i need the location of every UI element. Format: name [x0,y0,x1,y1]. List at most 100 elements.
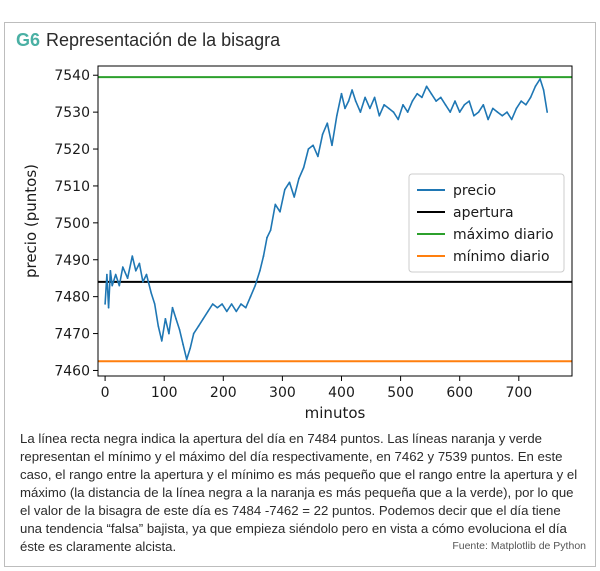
data-point [118,284,121,287]
data-point [444,104,447,106]
data-point [107,306,110,309]
data-point [492,107,494,110]
data-point [266,236,268,239]
data-point [157,325,160,328]
data-point [487,118,489,121]
data-point [150,292,152,294]
figure-tag: G6 [16,30,41,50]
data-point [364,96,366,99]
legend-label: apertura [453,205,514,221]
data-point [307,148,310,150]
data-point [145,273,148,276]
data-point [520,100,522,102]
data-point [131,255,134,257]
data-point [122,266,124,268]
data-point [284,188,286,191]
data-point [421,96,423,99]
data-point [326,122,329,124]
data-point [454,100,456,102]
figure-title: Representación de la bisagra [46,30,281,50]
x-tick-label: 500 [387,385,414,401]
data-point [192,332,195,335]
figure-frame [4,22,596,567]
y-tick-label: 7490 [54,253,90,269]
x-tick-label: 600 [446,385,473,401]
data-point [383,104,385,106]
data-point [430,92,433,95]
data-point [182,343,184,346]
data-point [506,111,508,113]
data-point [235,310,238,313]
figure-caption: La línea recta negra indica la apertura … [20,431,578,554]
legend-label: precio [453,183,496,199]
data-point [468,100,471,102]
data-point [411,100,414,102]
data-point [458,111,461,113]
data-point [226,310,228,313]
data-point [164,318,167,320]
data-point [249,295,252,298]
data-point [340,92,343,95]
data-point [397,118,400,121]
data-point [126,277,129,279]
data-point [221,303,223,305]
data-point [142,281,144,283]
series-line-precio [104,78,548,361]
data-point [104,303,106,305]
data-point [359,111,362,113]
data-point [482,104,485,106]
y-tick-label: 7480 [54,290,90,306]
data-point [106,273,108,276]
data-point [114,273,117,276]
data-point [449,111,452,113]
data-point [259,270,261,272]
data-point [473,115,475,117]
data-point [138,262,141,265]
data-point [288,181,291,184]
data-point [245,306,247,309]
x-tick-label: 700 [505,385,532,401]
data-point [175,318,177,320]
data-point [501,115,504,117]
legend-box [408,173,565,273]
data-point [534,85,537,88]
data-point [525,104,527,106]
data-point [135,270,137,272]
data-point [515,107,518,110]
data-point [279,211,281,213]
data-point [298,177,300,180]
data-point [312,144,314,147]
data-point [496,111,499,113]
y-tick-label: 7540 [54,68,90,84]
data-point [510,118,513,121]
y-tick-label: 7510 [54,179,90,195]
data-point [111,284,113,287]
data-point [406,111,409,113]
x-axis-label: minutos [305,404,366,422]
chart-container: 0 100 200 300 400 500 600 700 7460 7470 7480 7490 75… [14,58,586,422]
data-point [477,111,480,113]
data-point [153,303,156,305]
data-point [230,303,233,305]
data-point [293,196,296,198]
data-point [302,166,305,169]
data-point [463,104,466,106]
data-point [207,310,209,313]
data-point [202,318,204,320]
data-point [392,111,395,113]
data-point [351,89,353,91]
data-point [373,96,376,99]
data-point [542,89,545,91]
data-point [211,303,214,305]
figure-source: Fuente: Matplotlib de Python [452,540,586,552]
data-point [216,306,219,309]
data-point [416,92,419,95]
x-tick-label: 300 [269,385,296,401]
data-point [197,325,200,328]
data-point [347,100,350,102]
data-point [269,229,272,231]
legend-label: mínimo diario [453,249,550,265]
data-point [274,203,277,206]
x-tick-label: 100 [151,385,178,401]
legend-label: máximo diario [453,227,554,243]
